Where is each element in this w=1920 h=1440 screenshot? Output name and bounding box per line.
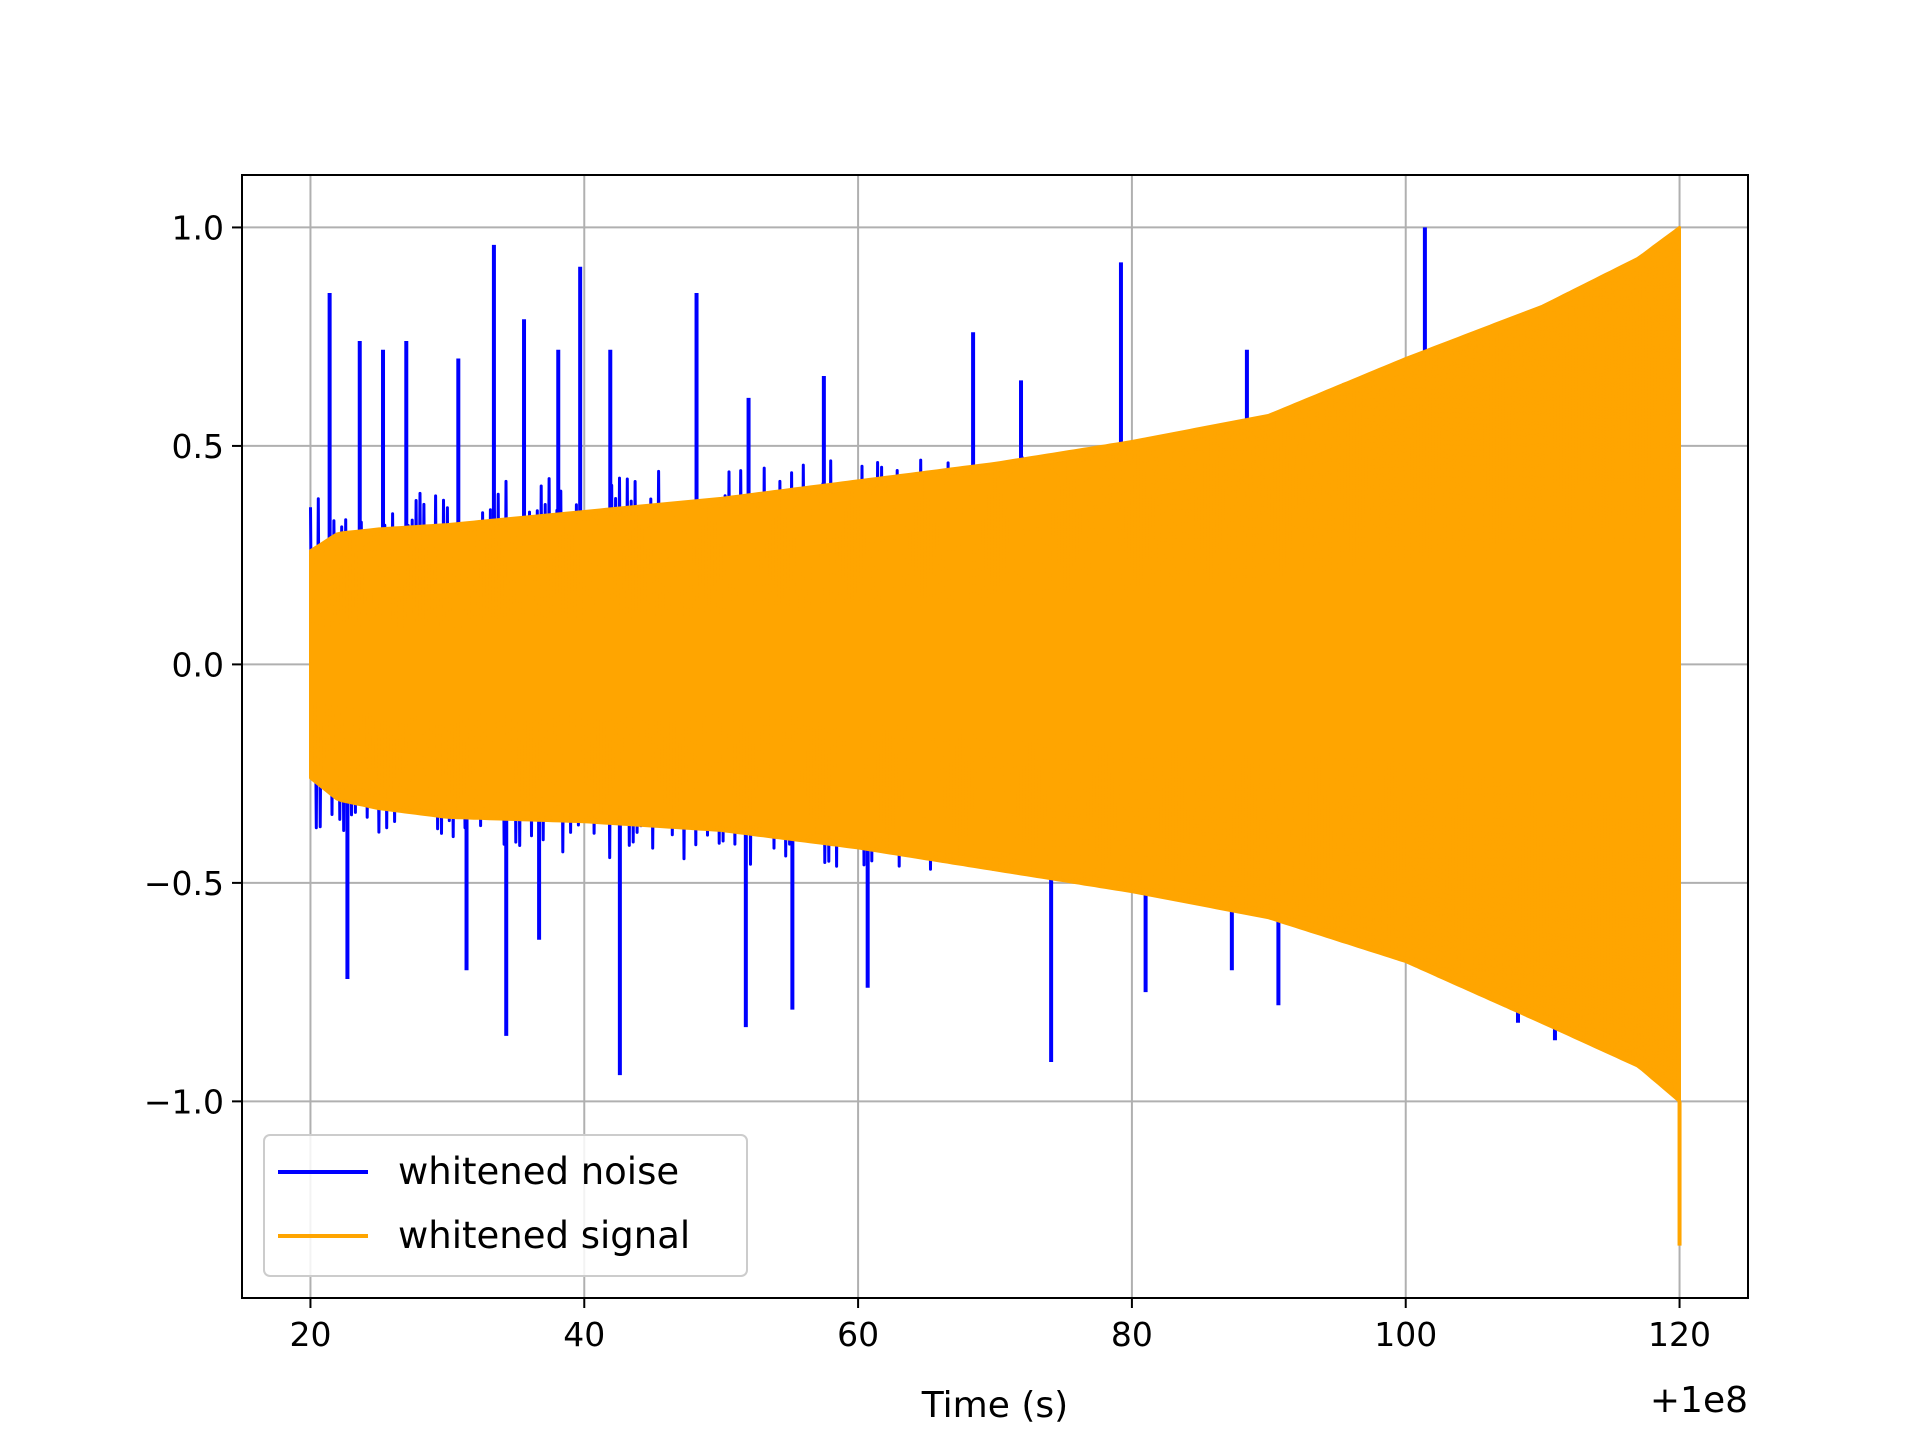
x-tick-label: 120	[1648, 1315, 1711, 1354]
y-axis-ticks: −1.0 −0.5 0.0 0.5 1.0	[144, 208, 242, 1121]
x-axis-label: Time (s)	[921, 1385, 1068, 1426]
x-tick-label: 100	[1374, 1315, 1437, 1354]
y-tick-label: 0.0	[172, 645, 224, 684]
x-tick-label: 60	[837, 1315, 879, 1354]
series-layer	[309, 225, 1682, 1246]
legend-box	[263, 1134, 748, 1277]
legend-label-noise: whitened noise	[398, 1150, 679, 1193]
x-tick-label: 80	[1111, 1315, 1153, 1354]
x-tick-label: 40	[563, 1315, 605, 1354]
y-tick-label: 1.0	[172, 208, 224, 247]
series-line-whitened-signal	[309, 231, 1681, 1097]
y-tick-label: 0.5	[172, 427, 224, 466]
plot-frame	[241, 174, 1749, 1299]
x-axis-ticks: 20 40 60 80 100 120	[289, 1298, 1711, 1354]
legend-label-signal: whitened signal	[398, 1214, 690, 1257]
x-axis-offset-label: +1e8	[1650, 1380, 1748, 1421]
y-tick-label: −1.0	[144, 1082, 224, 1121]
legend: whitened noise whitened signal	[263, 1134, 748, 1277]
x-tick-label: 20	[289, 1315, 331, 1354]
y-tick-label: −0.5	[144, 864, 224, 903]
